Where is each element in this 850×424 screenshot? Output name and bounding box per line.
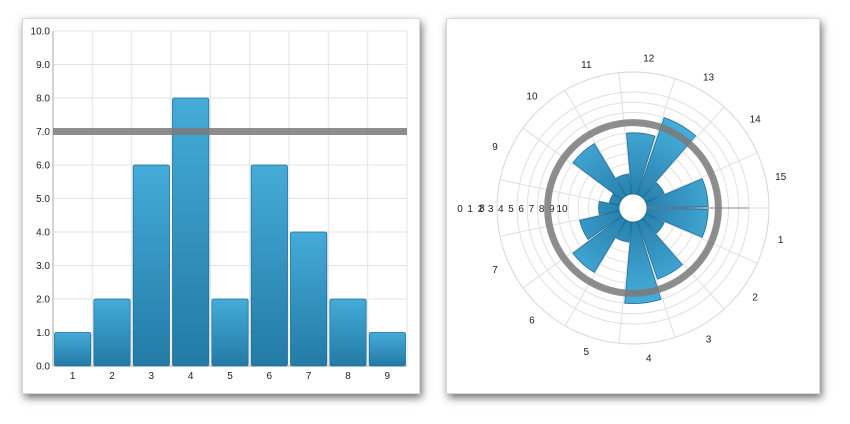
- bar: [329, 298, 367, 367]
- angular-tick-label: 7: [492, 265, 498, 276]
- radial-tick-label: 10: [556, 204, 568, 215]
- radial-tick-label: 2: [478, 204, 484, 215]
- grid-spoke: [645, 213, 758, 264]
- grid-spoke: [499, 210, 620, 237]
- polar-bar: [645, 178, 709, 209]
- polar-bar: [645, 207, 709, 238]
- polar-bar: [572, 215, 627, 274]
- polar-bar: [615, 219, 632, 243]
- radial-tick-label: 7: [529, 204, 535, 215]
- bar: [132, 164, 170, 367]
- y-tick-label: 4.0: [36, 228, 50, 239]
- radial-tick-label: 8: [539, 204, 545, 215]
- polar-bar: [572, 142, 627, 201]
- angular-tick-label: 9: [492, 142, 498, 153]
- polar-bar: [608, 193, 623, 206]
- angular-tick-label: 15: [775, 172, 787, 183]
- x-tick-label: 5: [227, 371, 233, 382]
- y-tick-label: 7.0: [36, 127, 50, 138]
- radial-tick-label: 6: [518, 204, 524, 215]
- angular-tick-label: 4: [646, 354, 652, 365]
- angular-tick-label: 8: [479, 204, 485, 215]
- y-tick-label: 2.0: [36, 295, 50, 306]
- angular-tick-label: 2: [752, 292, 758, 303]
- grid-spoke: [618, 221, 633, 344]
- y-tick-label: 3.0: [36, 261, 50, 272]
- x-tick-label: 3: [149, 371, 155, 382]
- y-tick-label: 8.0: [36, 94, 50, 105]
- bar: [93, 298, 131, 367]
- angular-tick-label: 1: [778, 235, 784, 246]
- polar-bar: [624, 220, 662, 304]
- y-tick-label: 6.0: [36, 161, 50, 172]
- x-tick-label: 2: [109, 371, 115, 382]
- angular-tick-label: 6: [529, 316, 535, 327]
- bar-chart-panel: 0.0 1.0 2.0 3.0 4.0 5.0 6.0 7.0 8.0 9.0 10.0 1 2 3 4 5 6…: [22, 18, 420, 394]
- polar-bar: [615, 173, 632, 197]
- angular-tick-label: 14: [750, 115, 762, 126]
- bar: [250, 164, 288, 367]
- bar-chart: 0.0 1.0 2.0 3.0 4.0 5.0 6.0 7.0 8.0 9.0 10.0 1 2 3 4 5 6…: [31, 27, 408, 382]
- polar-bar: [579, 210, 623, 240]
- grid-spoke: [618, 72, 633, 195]
- x-tick-label: 7: [306, 371, 312, 382]
- bar: [172, 97, 210, 367]
- polar-bar: [641, 182, 665, 203]
- radial-tick-label: 4: [498, 204, 504, 215]
- angular-tick-label: 5: [584, 347, 590, 358]
- polar-bar: [626, 132, 656, 196]
- grid-spoke: [499, 179, 620, 206]
- grid-spoke: [636, 221, 676, 338]
- grid-spoke: [641, 106, 725, 198]
- angular-tick-label: 3: [706, 334, 712, 345]
- y-tick-label: 1.0: [36, 328, 50, 339]
- bar: [290, 231, 328, 367]
- angular-tick-label: 13: [703, 73, 715, 84]
- polar-bar: [637, 218, 683, 280]
- bar: [211, 298, 249, 367]
- grid-spoke: [564, 89, 627, 197]
- radial-tick-label: 1: [467, 204, 473, 215]
- x-tick-label: 9: [385, 371, 391, 382]
- x-tick-label: 8: [345, 371, 351, 382]
- angular-tick-label: 10: [526, 91, 538, 102]
- x-tick-label: 4: [188, 371, 194, 382]
- radial-tick-label: 0: [457, 204, 463, 215]
- grid-spoke: [522, 215, 622, 289]
- y-tick-label: 5.0: [36, 194, 50, 205]
- grid-spoke: [522, 127, 622, 201]
- radial-tick-label: 9: [549, 204, 555, 215]
- bar: [368, 332, 406, 367]
- angular-tick-label: 11: [581, 60, 592, 71]
- y-tick-label: 9.0: [36, 60, 50, 71]
- polar-bar: [598, 200, 620, 216]
- reference-circle: [544, 119, 722, 297]
- polar-bar: [641, 213, 665, 234]
- y-tick-label: 10.0: [31, 27, 51, 38]
- polar-chart-panel: 0 1 2 3 4 5 6 7 8 9 10 1 2 3 4 5 6 7 8 9 10 11 12 13 14 15: [446, 18, 820, 394]
- grid-spoke: [641, 218, 725, 310]
- grid-spoke: [645, 152, 758, 203]
- angular-tick-label: 12: [643, 53, 655, 64]
- radial-tick-label: 3: [488, 204, 494, 215]
- grid-spoke: [564, 219, 627, 327]
- x-tick-label: 6: [267, 371, 273, 382]
- x-tick-label: 1: [70, 371, 76, 382]
- bar: [54, 332, 92, 367]
- radial-tick-label: 5: [508, 204, 514, 215]
- grid-spoke: [636, 78, 676, 195]
- y-tick-label: 0.0: [36, 362, 50, 373]
